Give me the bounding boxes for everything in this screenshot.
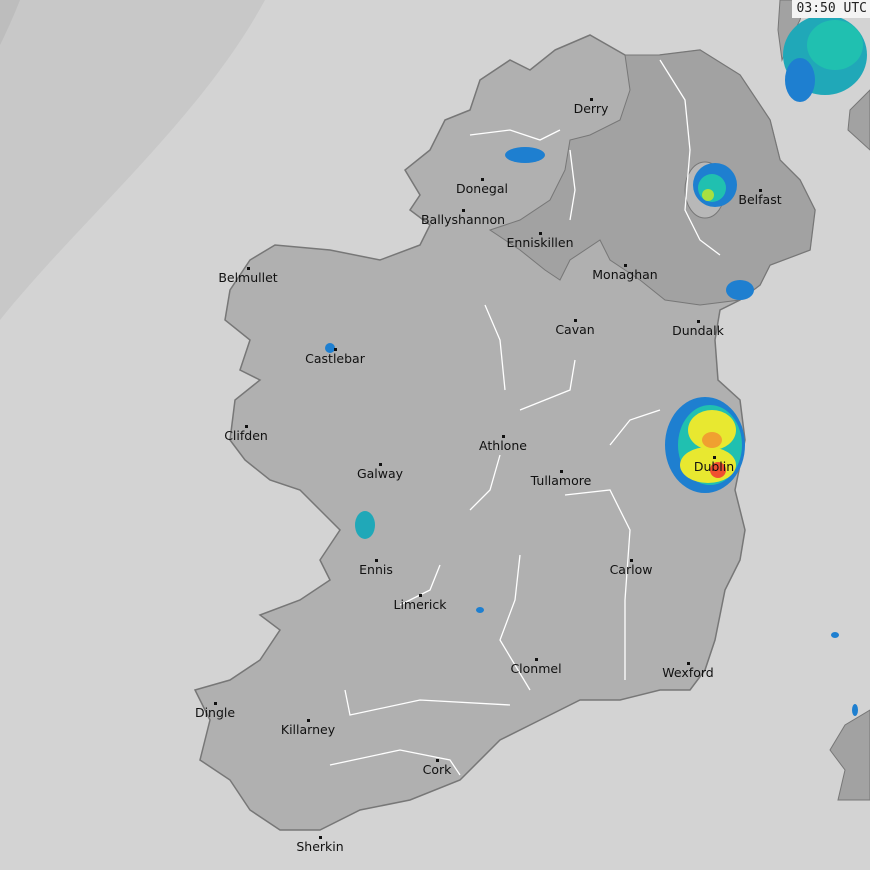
place-label: Clonmel <box>510 661 562 676</box>
northern-ireland-land <box>488 49 816 306</box>
place-dot <box>590 98 593 101</box>
place-dot <box>624 264 627 267</box>
place-dot <box>379 463 382 466</box>
place-label: Sherkin <box>296 839 344 854</box>
place-dot <box>334 348 337 351</box>
place-dot <box>247 267 250 270</box>
place-label: Limerick <box>393 597 447 612</box>
place-label: Tullamore <box>530 473 592 488</box>
place-dot <box>375 559 378 562</box>
place-dot <box>214 702 217 705</box>
place-label: Ballyshannon <box>420 212 506 227</box>
outside-radar-range <box>0 0 265 320</box>
place-dot <box>307 719 310 722</box>
place-label: Derry <box>573 101 609 116</box>
scotland-land-2 <box>847 89 870 151</box>
place-dot <box>502 435 505 438</box>
place-dot <box>759 189 762 192</box>
place-dot <box>713 456 716 459</box>
place-label: Carlow <box>609 562 653 577</box>
place-label: Wexford <box>662 665 714 680</box>
radar-echoes <box>325 15 867 716</box>
place-dot <box>462 209 465 212</box>
place-label: Athlone <box>479 438 527 453</box>
place-label: Monaghan <box>592 267 658 282</box>
place-label: Castlebar <box>305 351 365 366</box>
place-label: Belmullet <box>218 270 278 285</box>
rivers <box>329 59 721 776</box>
place-label: Dundalk <box>672 323 724 338</box>
place-dot <box>697 320 700 323</box>
place-dot <box>539 232 542 235</box>
outside-radar-range-outer <box>0 0 20 45</box>
place-label: Dingle <box>194 705 236 720</box>
place-label: Clifden <box>224 428 268 443</box>
place-dot <box>436 759 439 762</box>
place-label: Donegal <box>456 181 508 196</box>
place-dot <box>687 662 690 665</box>
place-dot <box>574 319 577 322</box>
place-dot <box>245 425 248 428</box>
place-dot <box>560 470 563 473</box>
place-label: Belfast <box>738 192 782 207</box>
place-label: Cavan <box>555 322 595 337</box>
place-dot <box>481 178 484 181</box>
place-label: Cork <box>422 762 452 777</box>
place-dot <box>419 594 422 597</box>
place-dot <box>319 836 322 839</box>
place-dot <box>630 559 633 562</box>
place-label: Ennis <box>359 562 393 577</box>
place-label: Dublin <box>693 459 735 474</box>
timestamp: 03:50 UTC <box>791 0 870 18</box>
wales-land <box>829 709 870 801</box>
place-label: Galway <box>356 466 404 481</box>
place-label: Enniskillen <box>506 235 574 250</box>
place-dot <box>535 658 538 661</box>
place-label: Killarney <box>280 722 336 737</box>
